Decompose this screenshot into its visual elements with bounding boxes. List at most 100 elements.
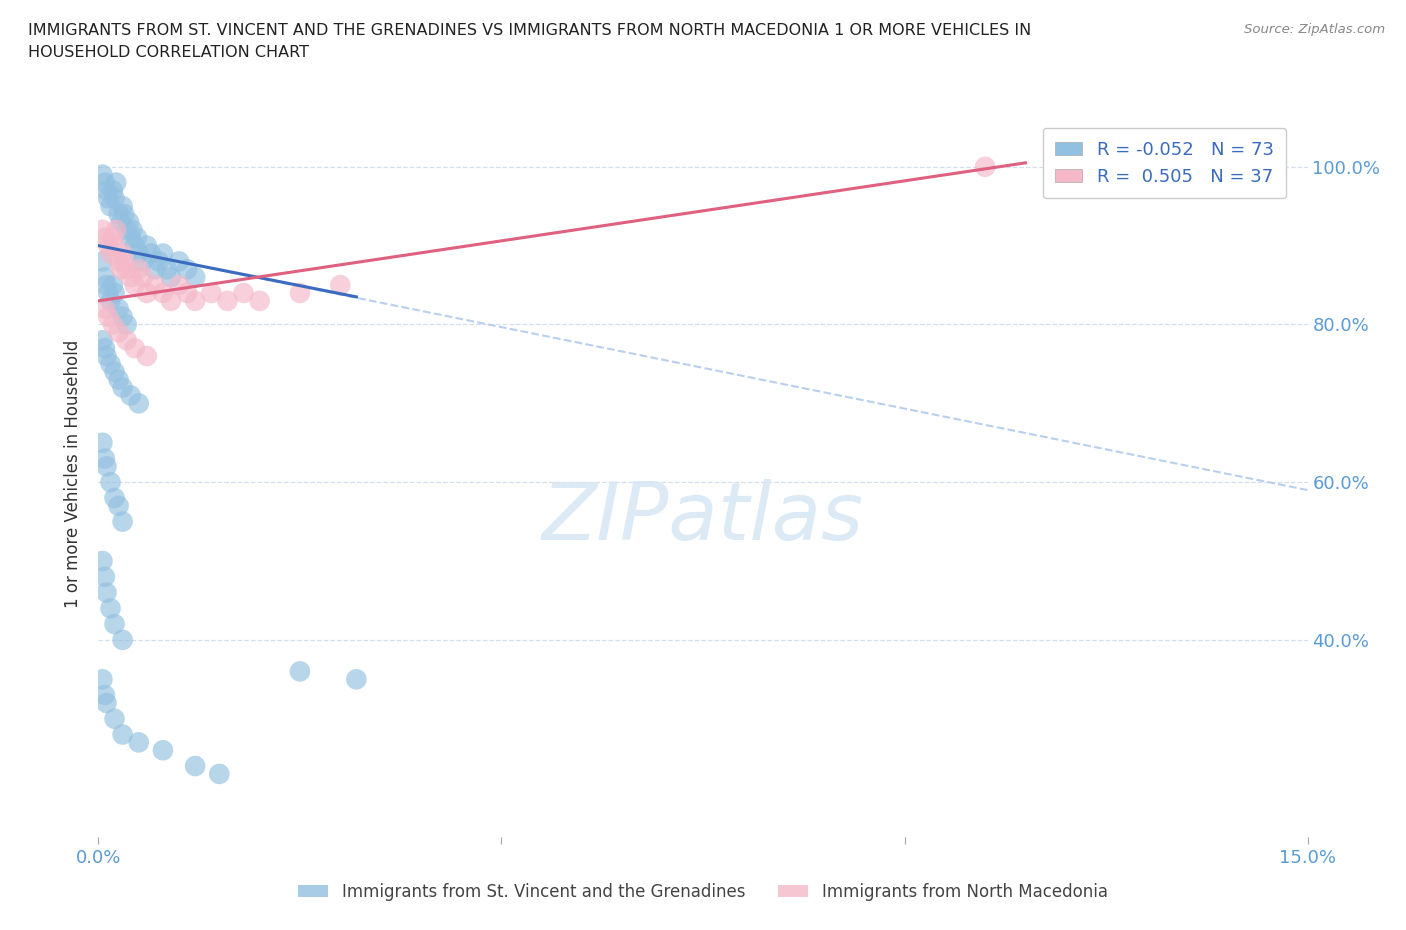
Point	[160, 293, 183, 308]
Point	[103, 286, 125, 300]
Point	[135, 349, 157, 364]
Point	[121, 222, 143, 237]
Point	[91, 222, 114, 237]
Point	[94, 231, 117, 246]
Point	[111, 380, 134, 395]
Point	[91, 435, 114, 450]
Point	[107, 301, 129, 316]
Point	[124, 340, 146, 355]
Point	[139, 246, 162, 261]
Point	[94, 301, 117, 316]
Point	[111, 632, 134, 647]
Point	[96, 183, 118, 198]
Point	[120, 270, 142, 285]
Text: ZIPatlas: ZIPatlas	[541, 479, 865, 557]
Point	[176, 286, 198, 300]
Point	[96, 349, 118, 364]
Point	[103, 617, 125, 631]
Point	[94, 270, 117, 285]
Point	[94, 340, 117, 355]
Point	[101, 278, 124, 293]
Point	[115, 333, 138, 348]
Point	[110, 215, 132, 230]
Point	[152, 743, 174, 758]
Point	[94, 569, 117, 584]
Point	[107, 498, 129, 513]
Point	[96, 278, 118, 293]
Point	[105, 222, 128, 237]
Point	[124, 238, 146, 253]
Point	[128, 396, 150, 411]
Point	[184, 759, 207, 774]
Point	[156, 262, 179, 277]
Point	[96, 696, 118, 711]
Point	[217, 293, 239, 308]
Point	[127, 231, 149, 246]
Point	[103, 238, 125, 253]
Point	[91, 553, 114, 568]
Point	[94, 687, 117, 702]
Point	[184, 293, 207, 308]
Point	[128, 246, 150, 261]
Point	[103, 365, 125, 379]
Point	[103, 490, 125, 505]
Point	[200, 286, 222, 300]
Point	[120, 388, 142, 403]
Point	[249, 293, 271, 308]
Point	[107, 254, 129, 269]
Point	[120, 231, 142, 246]
Point	[132, 270, 155, 285]
Point	[160, 270, 183, 285]
Point	[115, 222, 138, 237]
Point	[329, 278, 352, 293]
Point	[101, 231, 124, 246]
Point	[128, 735, 150, 750]
Point	[111, 514, 134, 529]
Point	[143, 262, 166, 277]
Point	[110, 262, 132, 277]
Point	[96, 585, 118, 600]
Point	[111, 309, 134, 324]
Point	[111, 727, 134, 742]
Point	[100, 356, 122, 371]
Point	[100, 293, 122, 308]
Point	[111, 199, 134, 214]
Point	[115, 317, 138, 332]
Point	[132, 254, 155, 269]
Point	[97, 238, 120, 253]
Point	[167, 278, 190, 293]
Point	[288, 286, 311, 300]
Point	[103, 711, 125, 726]
Text: Source: ZipAtlas.com: Source: ZipAtlas.com	[1244, 23, 1385, 36]
Point	[111, 246, 134, 261]
Point	[135, 286, 157, 300]
Point	[91, 167, 114, 182]
Point	[112, 254, 135, 269]
Point	[288, 664, 311, 679]
Point	[115, 262, 138, 277]
Point	[105, 175, 128, 190]
Point	[100, 601, 122, 616]
Point	[97, 309, 120, 324]
Point	[107, 325, 129, 339]
Point	[94, 175, 117, 190]
Point	[208, 766, 231, 781]
Point	[176, 262, 198, 277]
Point	[152, 246, 174, 261]
Point	[94, 451, 117, 466]
Point	[135, 238, 157, 253]
Text: IMMIGRANTS FROM ST. VINCENT AND THE GRENADINES VS IMMIGRANTS FROM NORTH MACEDONI: IMMIGRANTS FROM ST. VINCENT AND THE GREN…	[28, 23, 1032, 60]
Point	[107, 206, 129, 221]
Point	[107, 372, 129, 387]
Point	[100, 199, 122, 214]
Legend: R = -0.052   N = 73, R =  0.505   N = 37: R = -0.052 N = 73, R = 0.505 N = 37	[1043, 128, 1286, 198]
Point	[97, 286, 120, 300]
Point	[97, 191, 120, 206]
Point	[124, 278, 146, 293]
Y-axis label: 1 or more Vehicles in Household: 1 or more Vehicles in Household	[65, 340, 83, 608]
Point	[91, 254, 114, 269]
Point	[101, 317, 124, 332]
Point	[148, 254, 170, 269]
Point	[91, 333, 114, 348]
Point	[128, 262, 150, 277]
